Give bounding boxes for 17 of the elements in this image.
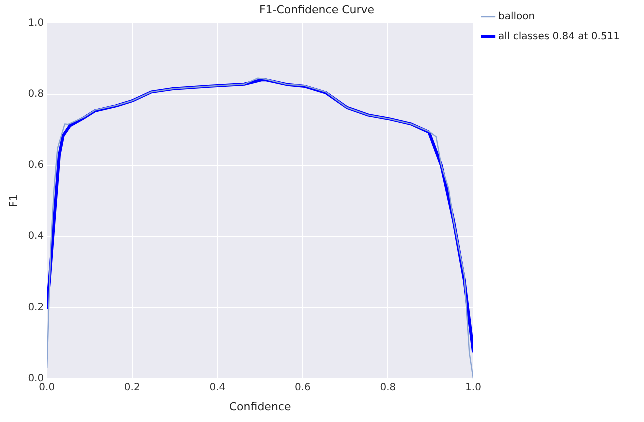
legend-label: balloon [498,12,536,23]
chart-title: F1-Confidence Curve [259,3,375,16]
x-axis-title: Confidence [229,400,292,414]
y-tick-label: 0.8 [28,88,44,100]
x-tick-label: 0.2 [124,382,140,394]
x-tick-label: 0.6 [294,382,311,394]
x-tick-label: 1.0 [466,382,482,394]
y-tick-label: 0.6 [28,160,44,172]
y-tick-label: 0.4 [28,231,44,242]
y-tick-label: 1.0 [28,18,44,29]
x-tick-label: 0.8 [380,382,396,394]
y-tick-label: 0.0 [28,373,44,384]
y-tick-label: 0.2 [28,302,44,314]
legend-label: all classes 0.84 at 0.511 [498,32,620,43]
x-tick-label: 0.4 [210,382,226,394]
x-tick-label: 0.0 [39,382,56,394]
y-axis-title: F1 [7,194,20,208]
